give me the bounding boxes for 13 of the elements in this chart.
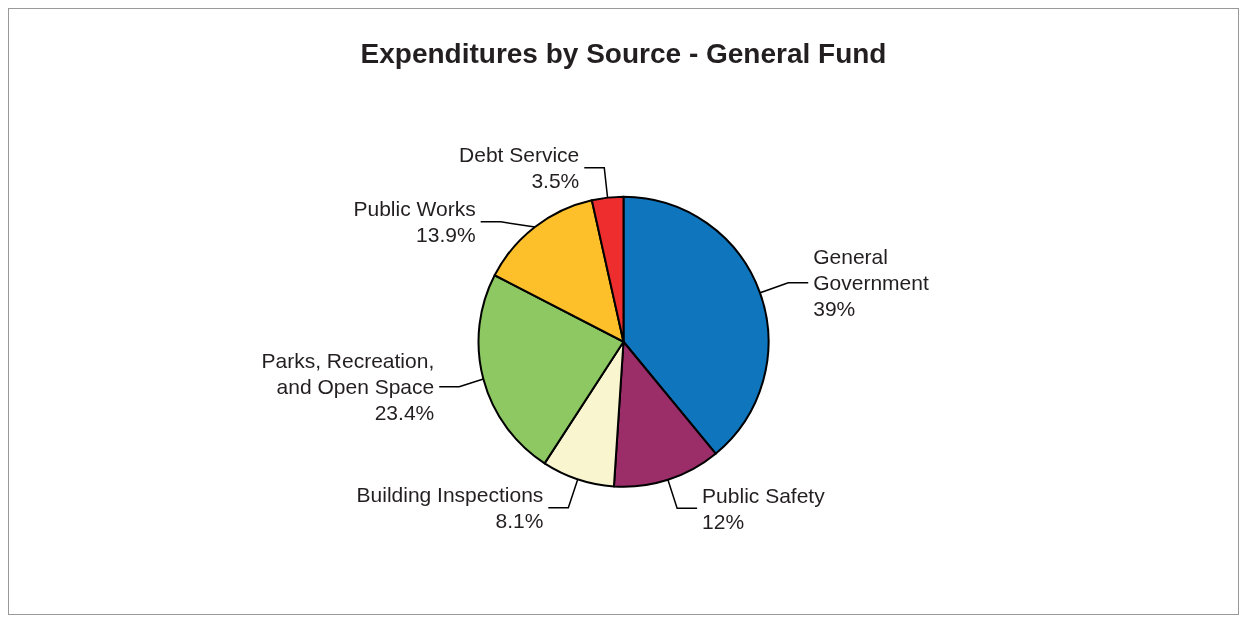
data-label: 8.1% [495,509,544,533]
data-label: 23.4% [374,401,435,425]
slice-label: Parks, Recreation, and Open Space [261,349,435,399]
data-label: 13.9% [416,223,476,247]
slice-label: General Government [813,245,929,295]
chart-title: Expenditures by Source - General Fund [360,37,887,69]
slice-label: Debt Service [459,143,580,167]
data-label: 3.5% [531,169,580,193]
data-label: 39% [813,297,856,321]
slice-label: Public Works [353,197,476,221]
slice-label: Building Inspections [356,483,544,507]
data-label: 12% [702,509,745,533]
slice-label: Public Safety [702,483,826,507]
